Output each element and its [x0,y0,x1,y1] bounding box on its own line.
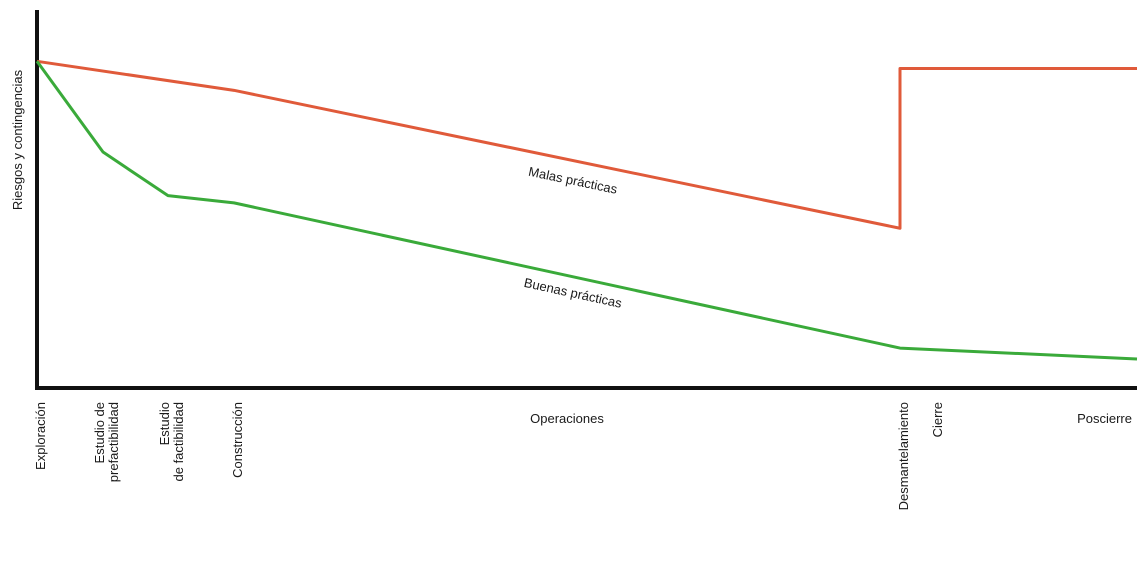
x-tick-text: Desmantelamiento [896,402,911,510]
x-tick-label-2: Estudio de factibilidad [157,402,186,482]
x-tick-label-3: Construcción [230,402,245,478]
x-tick-text: Poscierre [1077,411,1132,426]
x-tick-label-5: Desmantelamiento [896,402,911,510]
chart-axes: Riesgos y contingencias [10,10,1137,390]
x-tick-label-7: Poscierre [1077,411,1132,426]
x-tick-text: Cierre [930,402,945,437]
x-tick-text: Estudio [157,402,172,445]
series-line-malas-practicas [36,59,1137,230]
series-line-buenas-practicas [35,60,1138,361]
series-label-buenas-practicas: Buenas prácticas [523,275,624,311]
x-tick-labels: Exploración Estudio de prefactibilidad Estu… [33,402,1132,510]
x-tick-text: Exploración [33,402,48,470]
x-tick-label-0: Exploración [33,402,48,470]
series-layer [35,59,1138,361]
x-tick-text: Estudio de [92,402,107,463]
x-tick-label-1: Estudio de prefactibilidad [92,402,121,482]
x-tick-label-4: Operaciones [530,411,604,426]
x-tick-text: de factibilidad [171,402,186,482]
x-tick-text: Construcción [230,402,245,478]
x-tick-text: prefactibilidad [106,402,121,482]
x-tick-text: Operaciones [530,411,604,426]
x-tick-label-6: Cierre [930,402,945,437]
y-axis-label: Riesgos y contingencias [10,69,25,210]
